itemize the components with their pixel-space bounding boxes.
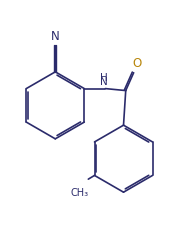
Text: N: N [100,77,108,87]
Text: N: N [51,30,60,43]
Text: CH₃: CH₃ [70,188,89,198]
Text: O: O [132,57,141,70]
Text: H: H [100,73,108,83]
